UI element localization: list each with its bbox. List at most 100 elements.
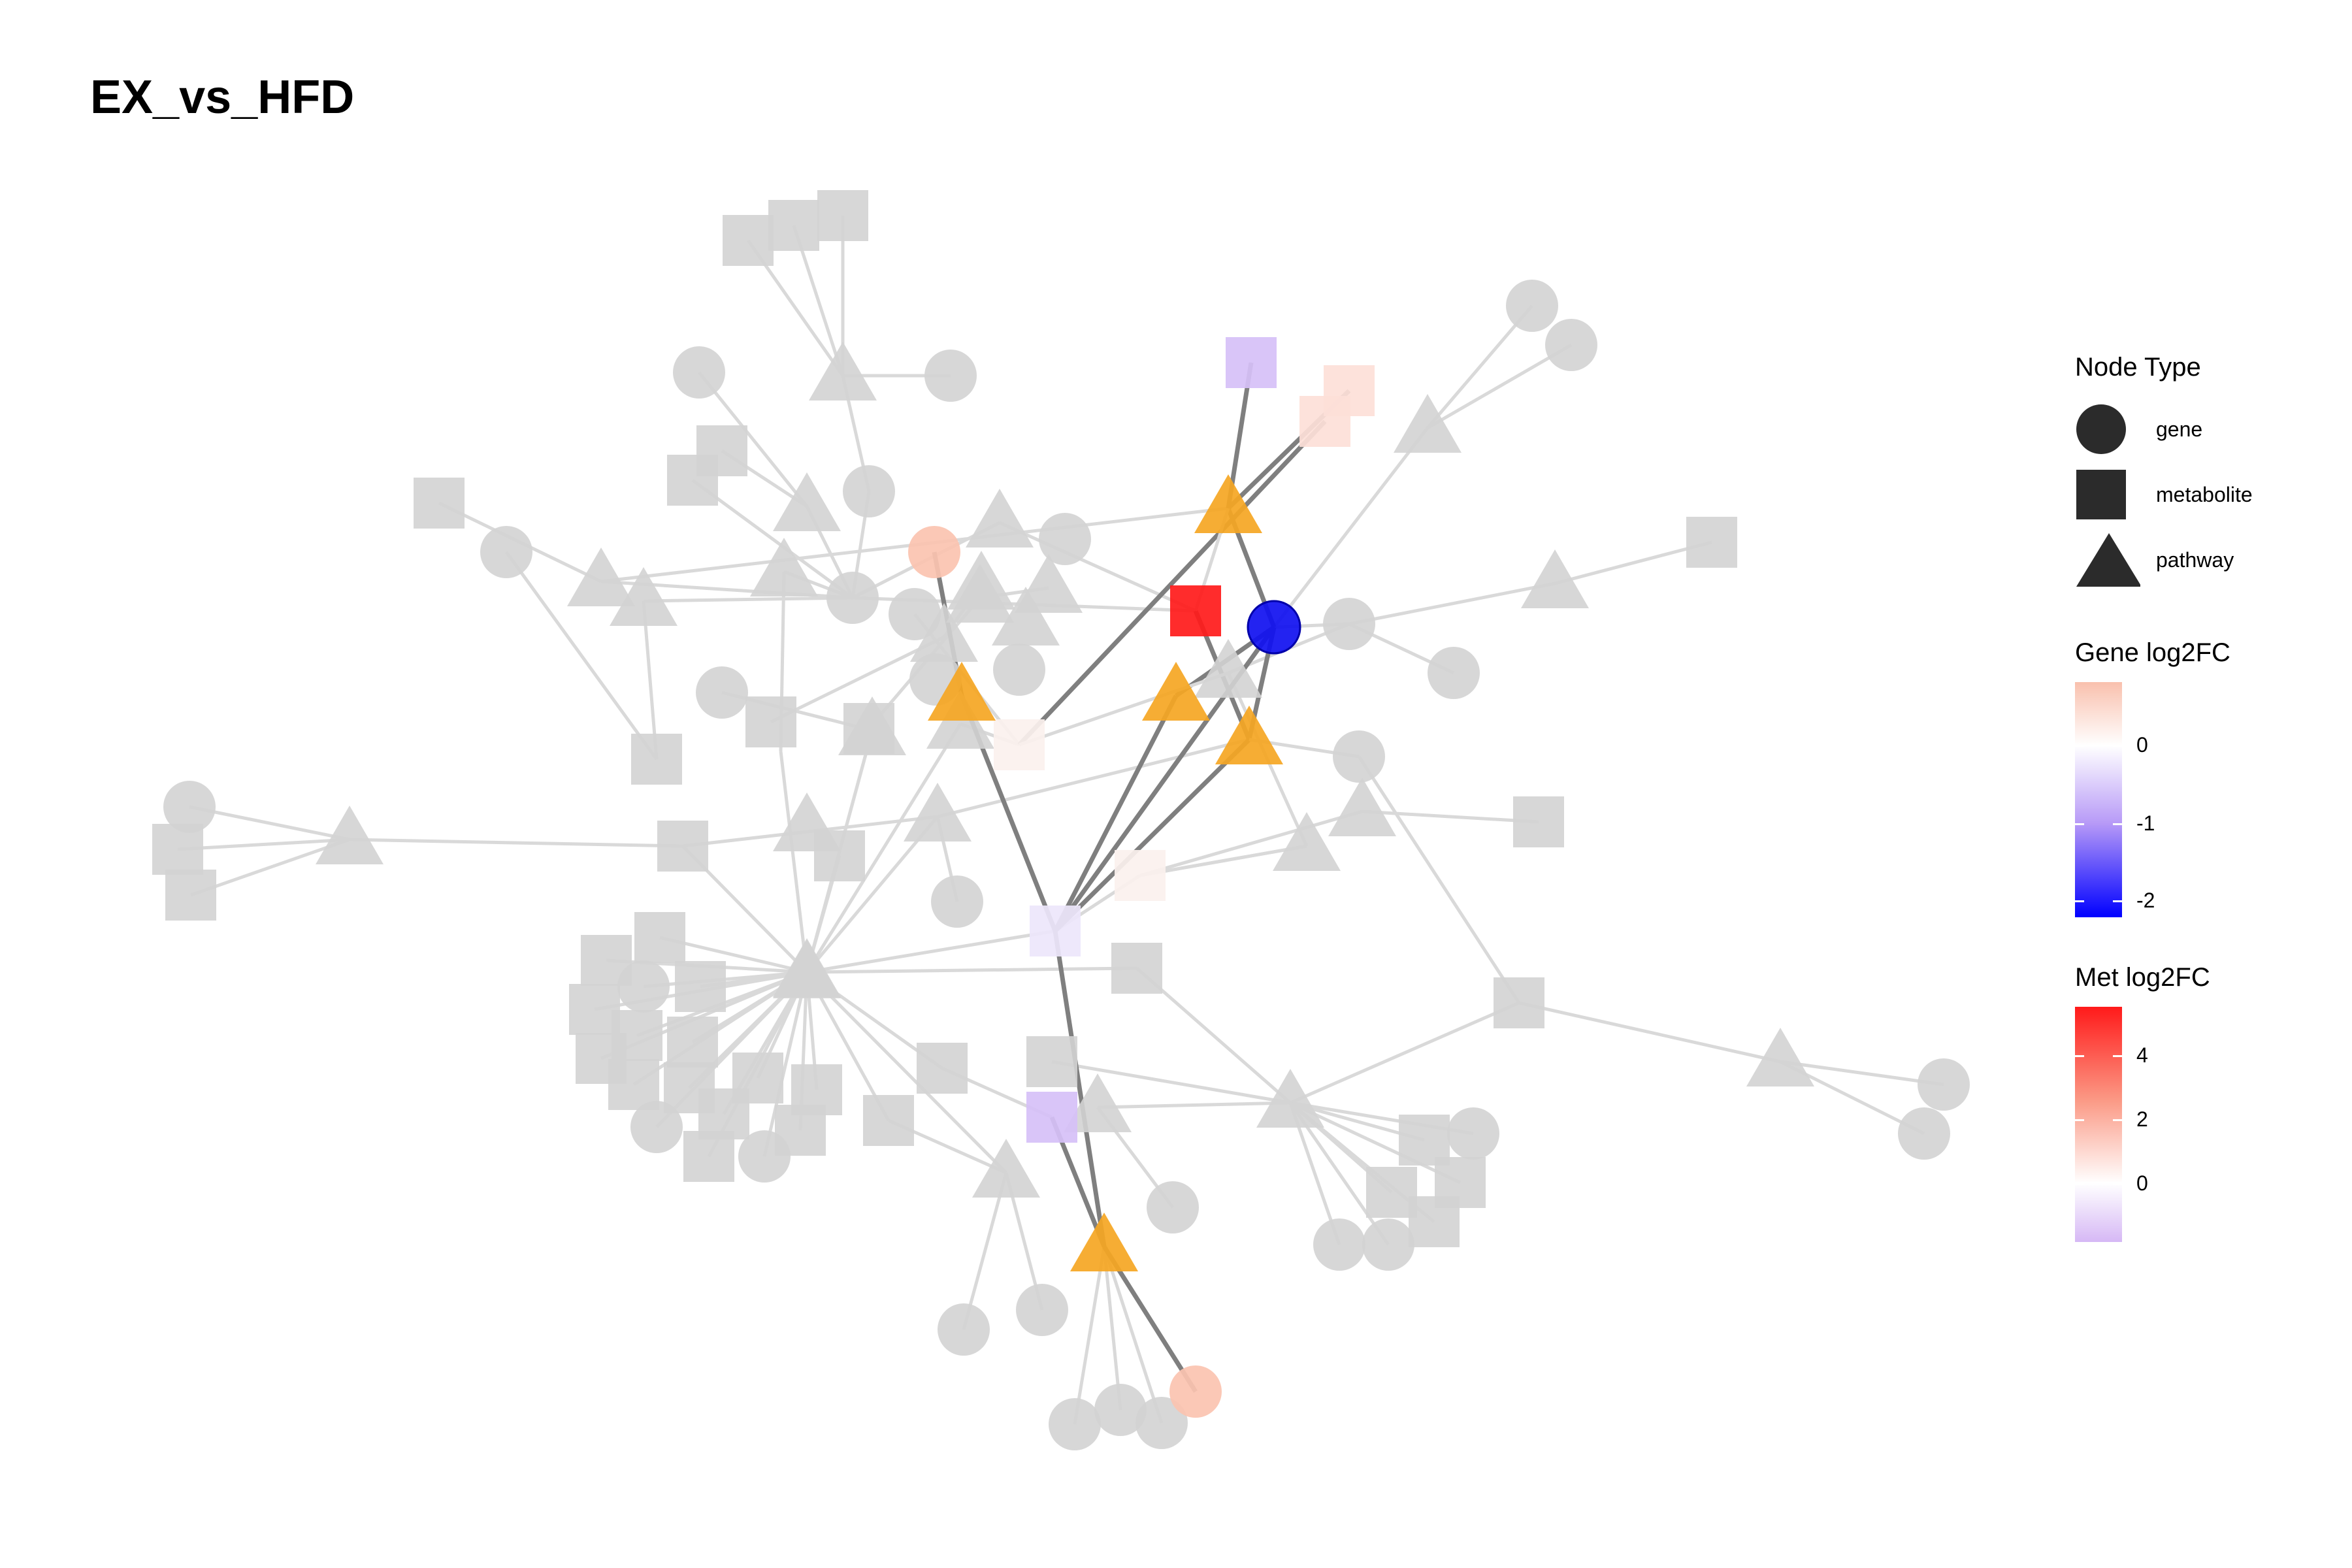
gene-node bbox=[889, 588, 941, 640]
metabolite-node bbox=[994, 719, 1045, 770]
metabolite-node bbox=[608, 1059, 659, 1110]
edge bbox=[1289, 1101, 1462, 1184]
edge bbox=[805, 723, 962, 973]
legend-node-type: Node Type gene metabolite pathway bbox=[2075, 353, 2336, 593]
pathway-node bbox=[567, 547, 635, 606]
edge bbox=[504, 551, 659, 760]
edge bbox=[1051, 1060, 1291, 1105]
edge-highlighted bbox=[1053, 930, 1107, 1247]
gene-node bbox=[1333, 730, 1385, 783]
metabolite-node bbox=[775, 1105, 826, 1156]
metabolite-node bbox=[1170, 585, 1221, 636]
legend-met-log2fc: Met log2FC 4 2 0 bbox=[2075, 963, 2336, 1242]
pathway-node bbox=[773, 792, 841, 851]
edge bbox=[806, 929, 1056, 974]
metabolite-node bbox=[667, 455, 718, 506]
edge bbox=[643, 596, 853, 603]
pathway-node bbox=[928, 662, 996, 721]
pathway-node bbox=[1215, 706, 1283, 764]
gene-node bbox=[617, 960, 670, 1013]
edge bbox=[190, 838, 350, 897]
legend-label-gene: gene bbox=[2156, 417, 2203, 441]
gene-node bbox=[1135, 1397, 1188, 1449]
metabolite-node bbox=[1030, 906, 1081, 956]
gene-node bbox=[1323, 598, 1375, 650]
pathway-node bbox=[904, 783, 972, 841]
pathway-node bbox=[1746, 1028, 1814, 1086]
edge bbox=[642, 600, 659, 760]
edge-highlighted bbox=[1053, 738, 1251, 933]
edge bbox=[1135, 967, 1292, 1104]
gene-node bbox=[1247, 600, 1301, 655]
pathway-node bbox=[610, 567, 678, 626]
gene-node bbox=[1428, 647, 1480, 699]
metabolite-node bbox=[745, 696, 796, 747]
pathway-node bbox=[1521, 549, 1589, 608]
gene-node bbox=[908, 526, 960, 578]
gene-node bbox=[1313, 1218, 1365, 1271]
metabolite-node bbox=[1115, 850, 1166, 901]
legend-met-log2fc-title: Met log2FC bbox=[2075, 963, 2210, 992]
metabolite-node bbox=[675, 961, 726, 1012]
gene-colorbar: 0 -1 -2 bbox=[2075, 682, 2336, 917]
metabolite-node bbox=[1111, 943, 1162, 994]
gene-node bbox=[1094, 1384, 1147, 1436]
legend-label-metabolite: metabolite bbox=[2156, 482, 2253, 506]
gene-node bbox=[1506, 280, 1558, 332]
metabolite-node bbox=[1026, 1036, 1077, 1087]
metabolite-node bbox=[1686, 517, 1737, 568]
edge bbox=[698, 371, 808, 508]
met-colorbar: 4 2 0 bbox=[2075, 1007, 2336, 1242]
metabolite-node bbox=[165, 870, 216, 921]
pathway-node bbox=[773, 472, 841, 531]
edge bbox=[1362, 809, 1539, 824]
pathway-node bbox=[1070, 1213, 1138, 1271]
edge bbox=[189, 805, 350, 841]
legend-node-type-title: Node Type bbox=[2075, 353, 2201, 382]
pathway-node bbox=[972, 1139, 1040, 1198]
gene-node bbox=[1898, 1107, 1950, 1160]
metabolite-node bbox=[863, 1095, 914, 1146]
gene-node bbox=[696, 666, 748, 719]
gene-node bbox=[1545, 319, 1597, 371]
node-layer bbox=[152, 190, 1970, 1450]
edge bbox=[937, 738, 1250, 819]
gene-node bbox=[1447, 1107, 1499, 1160]
edge bbox=[762, 972, 809, 1157]
pathway-node bbox=[316, 806, 384, 864]
metabolite-node bbox=[1513, 796, 1564, 847]
metabolite-node bbox=[657, 821, 708, 872]
legend-gene-log2fc: Gene log2FC 0 -1 -2 bbox=[2075, 638, 2336, 917]
gene-node bbox=[480, 526, 532, 578]
pathway-node bbox=[1394, 394, 1462, 453]
plot-title: EX_vs_HFD bbox=[90, 71, 355, 123]
pathway-node bbox=[1142, 662, 1210, 721]
gene-node bbox=[993, 644, 1045, 696]
gene-node bbox=[924, 350, 977, 402]
pathway-node bbox=[1273, 812, 1341, 871]
metabolite-node bbox=[1299, 396, 1350, 447]
legend-item-pathway: pathway bbox=[2075, 527, 2336, 593]
gene-node bbox=[1147, 1181, 1199, 1233]
pathway-node bbox=[946, 564, 1014, 623]
pathway-node bbox=[1064, 1073, 1132, 1132]
edge bbox=[770, 635, 945, 724]
pathway-node bbox=[1256, 1069, 1324, 1128]
edge bbox=[1019, 671, 1229, 747]
edge bbox=[1426, 343, 1573, 430]
gene-node bbox=[1016, 1284, 1068, 1336]
metabolite-node bbox=[152, 824, 203, 875]
edge bbox=[1273, 427, 1429, 629]
gene-node bbox=[1362, 1218, 1414, 1271]
edge-highlighted bbox=[1017, 419, 1327, 747]
pathway-node bbox=[966, 489, 1034, 547]
edge bbox=[1554, 540, 1712, 585]
metabolite-node bbox=[683, 1131, 734, 1182]
edge bbox=[1780, 1060, 1944, 1086]
pathway-node bbox=[838, 696, 906, 755]
edge bbox=[779, 751, 809, 973]
pathway-node bbox=[773, 938, 841, 997]
edge bbox=[1139, 844, 1307, 877]
gene-node bbox=[673, 346, 725, 399]
